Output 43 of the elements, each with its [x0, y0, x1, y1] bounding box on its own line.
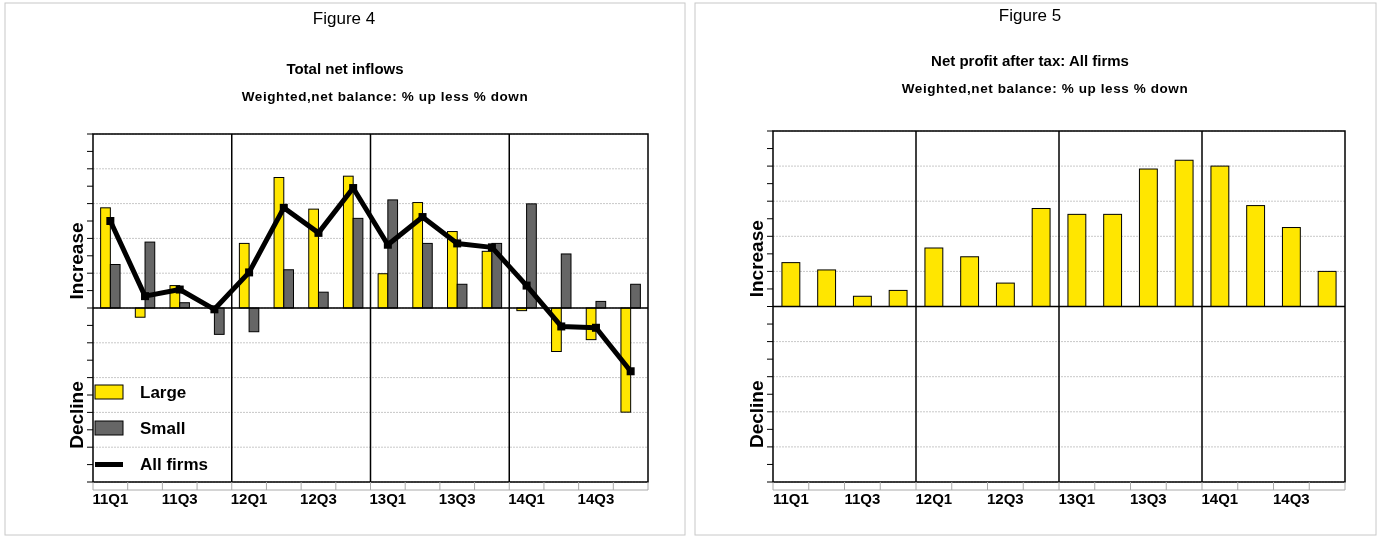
point	[175, 285, 184, 294]
point	[522, 281, 531, 290]
x-tick-label: 13Q1	[369, 490, 407, 507]
point	[487, 243, 496, 252]
point	[314, 228, 323, 237]
x-tick-label: 11Q1	[772, 490, 809, 507]
chart-subtitle: Weighted,net balance: % up less % down	[241, 89, 529, 104]
x-tick-label: 11Q3	[844, 490, 881, 507]
legend-label: Large	[140, 383, 187, 402]
legend-label: All firms	[140, 455, 209, 474]
x-tick-label: 14Q1	[1201, 490, 1239, 507]
x-tick-label: 11Q1	[92, 490, 129, 507]
text: Increase	[66, 222, 87, 300]
x-tick-label: 12Q1	[230, 490, 268, 507]
point	[245, 268, 254, 277]
chart-title: Total net inflows	[286, 60, 404, 77]
x-tick-label: 13Q3	[438, 490, 476, 507]
x-tick-label: 11Q3	[161, 490, 198, 507]
x-tick-label: 13Q3	[1130, 490, 1167, 507]
caption: Figure 4	[312, 9, 376, 28]
x-tick-label: 13Q1	[1058, 490, 1096, 507]
x-tick-label: 14Q1	[508, 490, 545, 507]
point	[626, 367, 635, 376]
text: Decline	[746, 380, 767, 449]
point	[279, 203, 288, 212]
point	[557, 322, 566, 331]
point	[453, 239, 462, 248]
point	[210, 305, 219, 314]
point	[106, 217, 115, 225]
point	[383, 240, 392, 249]
chart-title: Net profit after tax: All firms	[931, 52, 1129, 69]
text: Increase	[746, 220, 767, 298]
x-tick-label: 14Q3	[1273, 490, 1310, 507]
x-tick-label: 14Q3	[577, 490, 615, 507]
chart-subtitle: Weighted,net balance: % up less % down	[901, 81, 1189, 96]
legend-label: Small	[140, 419, 186, 438]
text: Decline	[66, 381, 87, 449]
x-tick-label: 12Q1	[915, 490, 953, 507]
caption: Figure 5	[998, 6, 1062, 25]
x-tick-label: 12Q3	[987, 490, 1024, 507]
x-tick-label: 12Q3	[300, 490, 337, 507]
point	[418, 213, 427, 222]
point	[141, 292, 150, 301]
